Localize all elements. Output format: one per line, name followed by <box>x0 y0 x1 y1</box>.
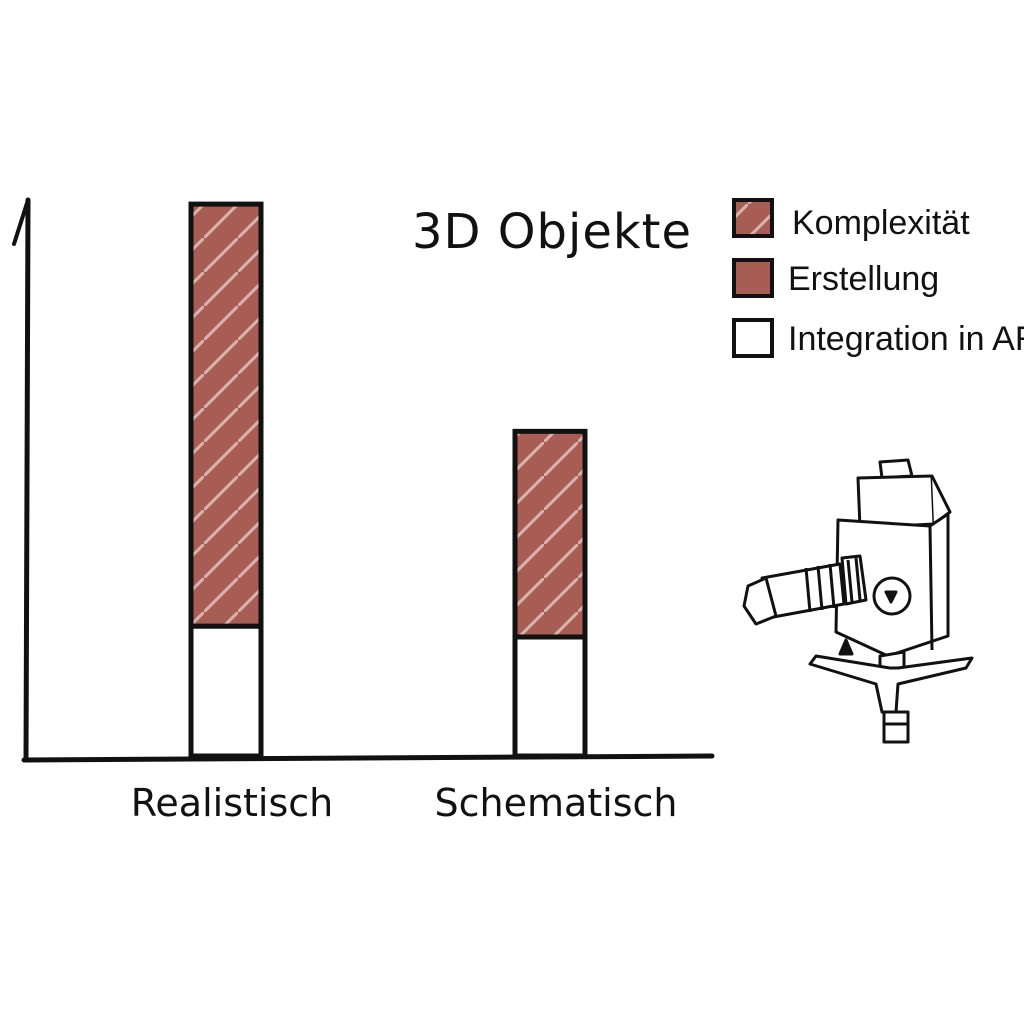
legend-label-erstellung: Erstellung <box>788 260 939 298</box>
axes <box>12 197 715 763</box>
legend-swatch-integration <box>732 318 774 358</box>
category-labels: Realistisch Schematisch <box>131 781 678 825</box>
category-label-schematisch: Schematisch <box>434 781 677 825</box>
legend-label-integration: Integration in AR <box>788 320 1024 358</box>
y-axis-arrow <box>12 198 30 246</box>
bar-schematisch-integration-in-ar <box>512 634 588 759</box>
bar-realistisch-integration-in-ar <box>188 623 264 759</box>
legend-item-erstellung: Erstellung <box>732 258 939 298</box>
bar-schematisch-komplexit-t <box>512 428 588 640</box>
legend-swatch-erstellung <box>732 258 774 298</box>
legend: Komplexität Erstellung Integration in AR <box>732 198 1024 358</box>
x-axis <box>21 753 715 763</box>
legend-label-komplexitaet: Komplexität <box>792 204 970 242</box>
category-label-realistisch: Realistisch <box>131 781 334 825</box>
legend-item-komplexitaet: Komplexität <box>732 198 970 242</box>
camera-on-tripod-icon <box>742 458 974 744</box>
chart-title: 3D Objekte <box>412 204 692 260</box>
y-axis <box>23 197 31 763</box>
legend-swatch-komplexitaet <box>732 198 774 238</box>
bars <box>188 201 588 759</box>
legend-item-integration: Integration in AR <box>732 318 1024 358</box>
bar-realistisch-komplexit-t <box>188 201 264 629</box>
